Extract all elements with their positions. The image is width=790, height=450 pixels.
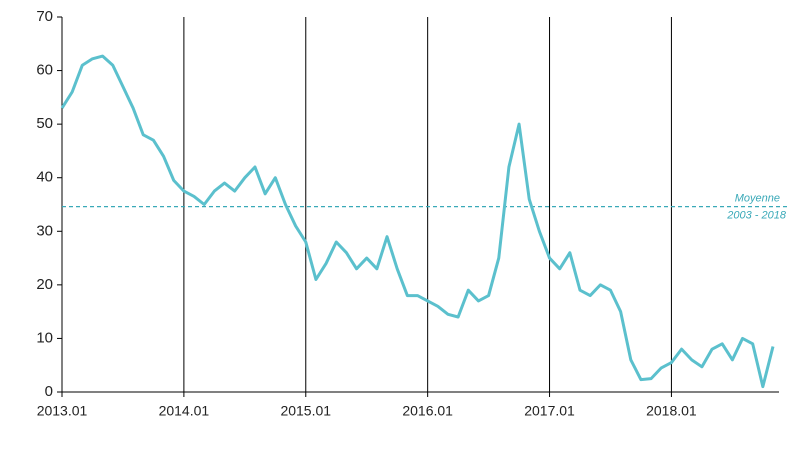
y-tick-label: 30 xyxy=(36,222,53,239)
y-tick-label: 70 xyxy=(36,8,53,25)
x-tick-label: 2018.01 xyxy=(646,403,697,419)
y-tick-label: 20 xyxy=(36,276,53,293)
x-tick-label: 2014.01 xyxy=(159,403,210,419)
x-tick-label: 2017.01 xyxy=(524,403,575,419)
x-tick-label: 2013.01 xyxy=(37,403,88,419)
y-tick-label: 10 xyxy=(36,329,53,346)
data-line xyxy=(60,54,775,389)
y-tick-label: 40 xyxy=(36,169,53,186)
annotation: 2003 - 2018 xyxy=(726,210,787,222)
x-tick-label: 2015.01 xyxy=(280,403,331,419)
annotation: Moyenne xyxy=(735,193,780,205)
x-tick-label: 2016.01 xyxy=(402,403,453,419)
y-tick-label: 50 xyxy=(36,115,53,132)
y-tick-label: 0 xyxy=(45,383,53,400)
y-tick-label: 60 xyxy=(36,62,53,79)
